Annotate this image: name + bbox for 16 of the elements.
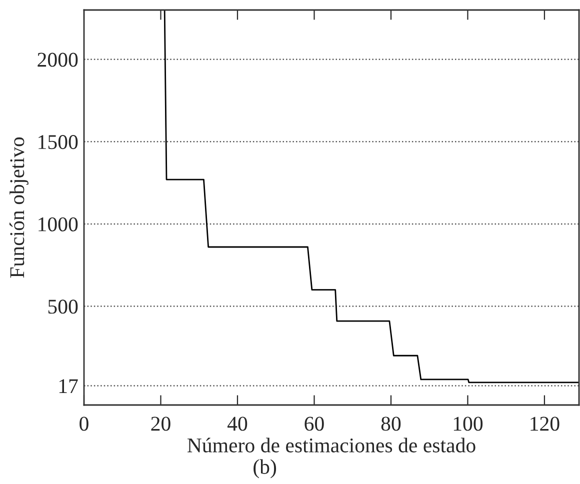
x-tick-label: 60 [304,416,324,431]
y-tick-label: 1500 [38,135,78,150]
x-tick-label: 40 [227,416,248,431]
y-axis-title: Función objetivo [10,137,28,278]
x-tick-label: 20 [151,416,170,431]
x-tick-label: 80 [381,416,401,431]
x-tick-label: 100 [454,416,483,431]
x-axis-title: Número de estimaciones de estado [187,438,476,452]
y-tick-label: 500 [48,300,78,314]
x-tick-label: 120 [530,416,560,431]
x-tick-label: 0 [80,416,88,431]
text: (b) [254,459,276,478]
y-tick-label: 2000 [38,52,78,67]
y-tick-label: 17 [59,379,78,393]
y-tick-label: 1000 [38,217,78,232]
line-series [164,10,579,384]
